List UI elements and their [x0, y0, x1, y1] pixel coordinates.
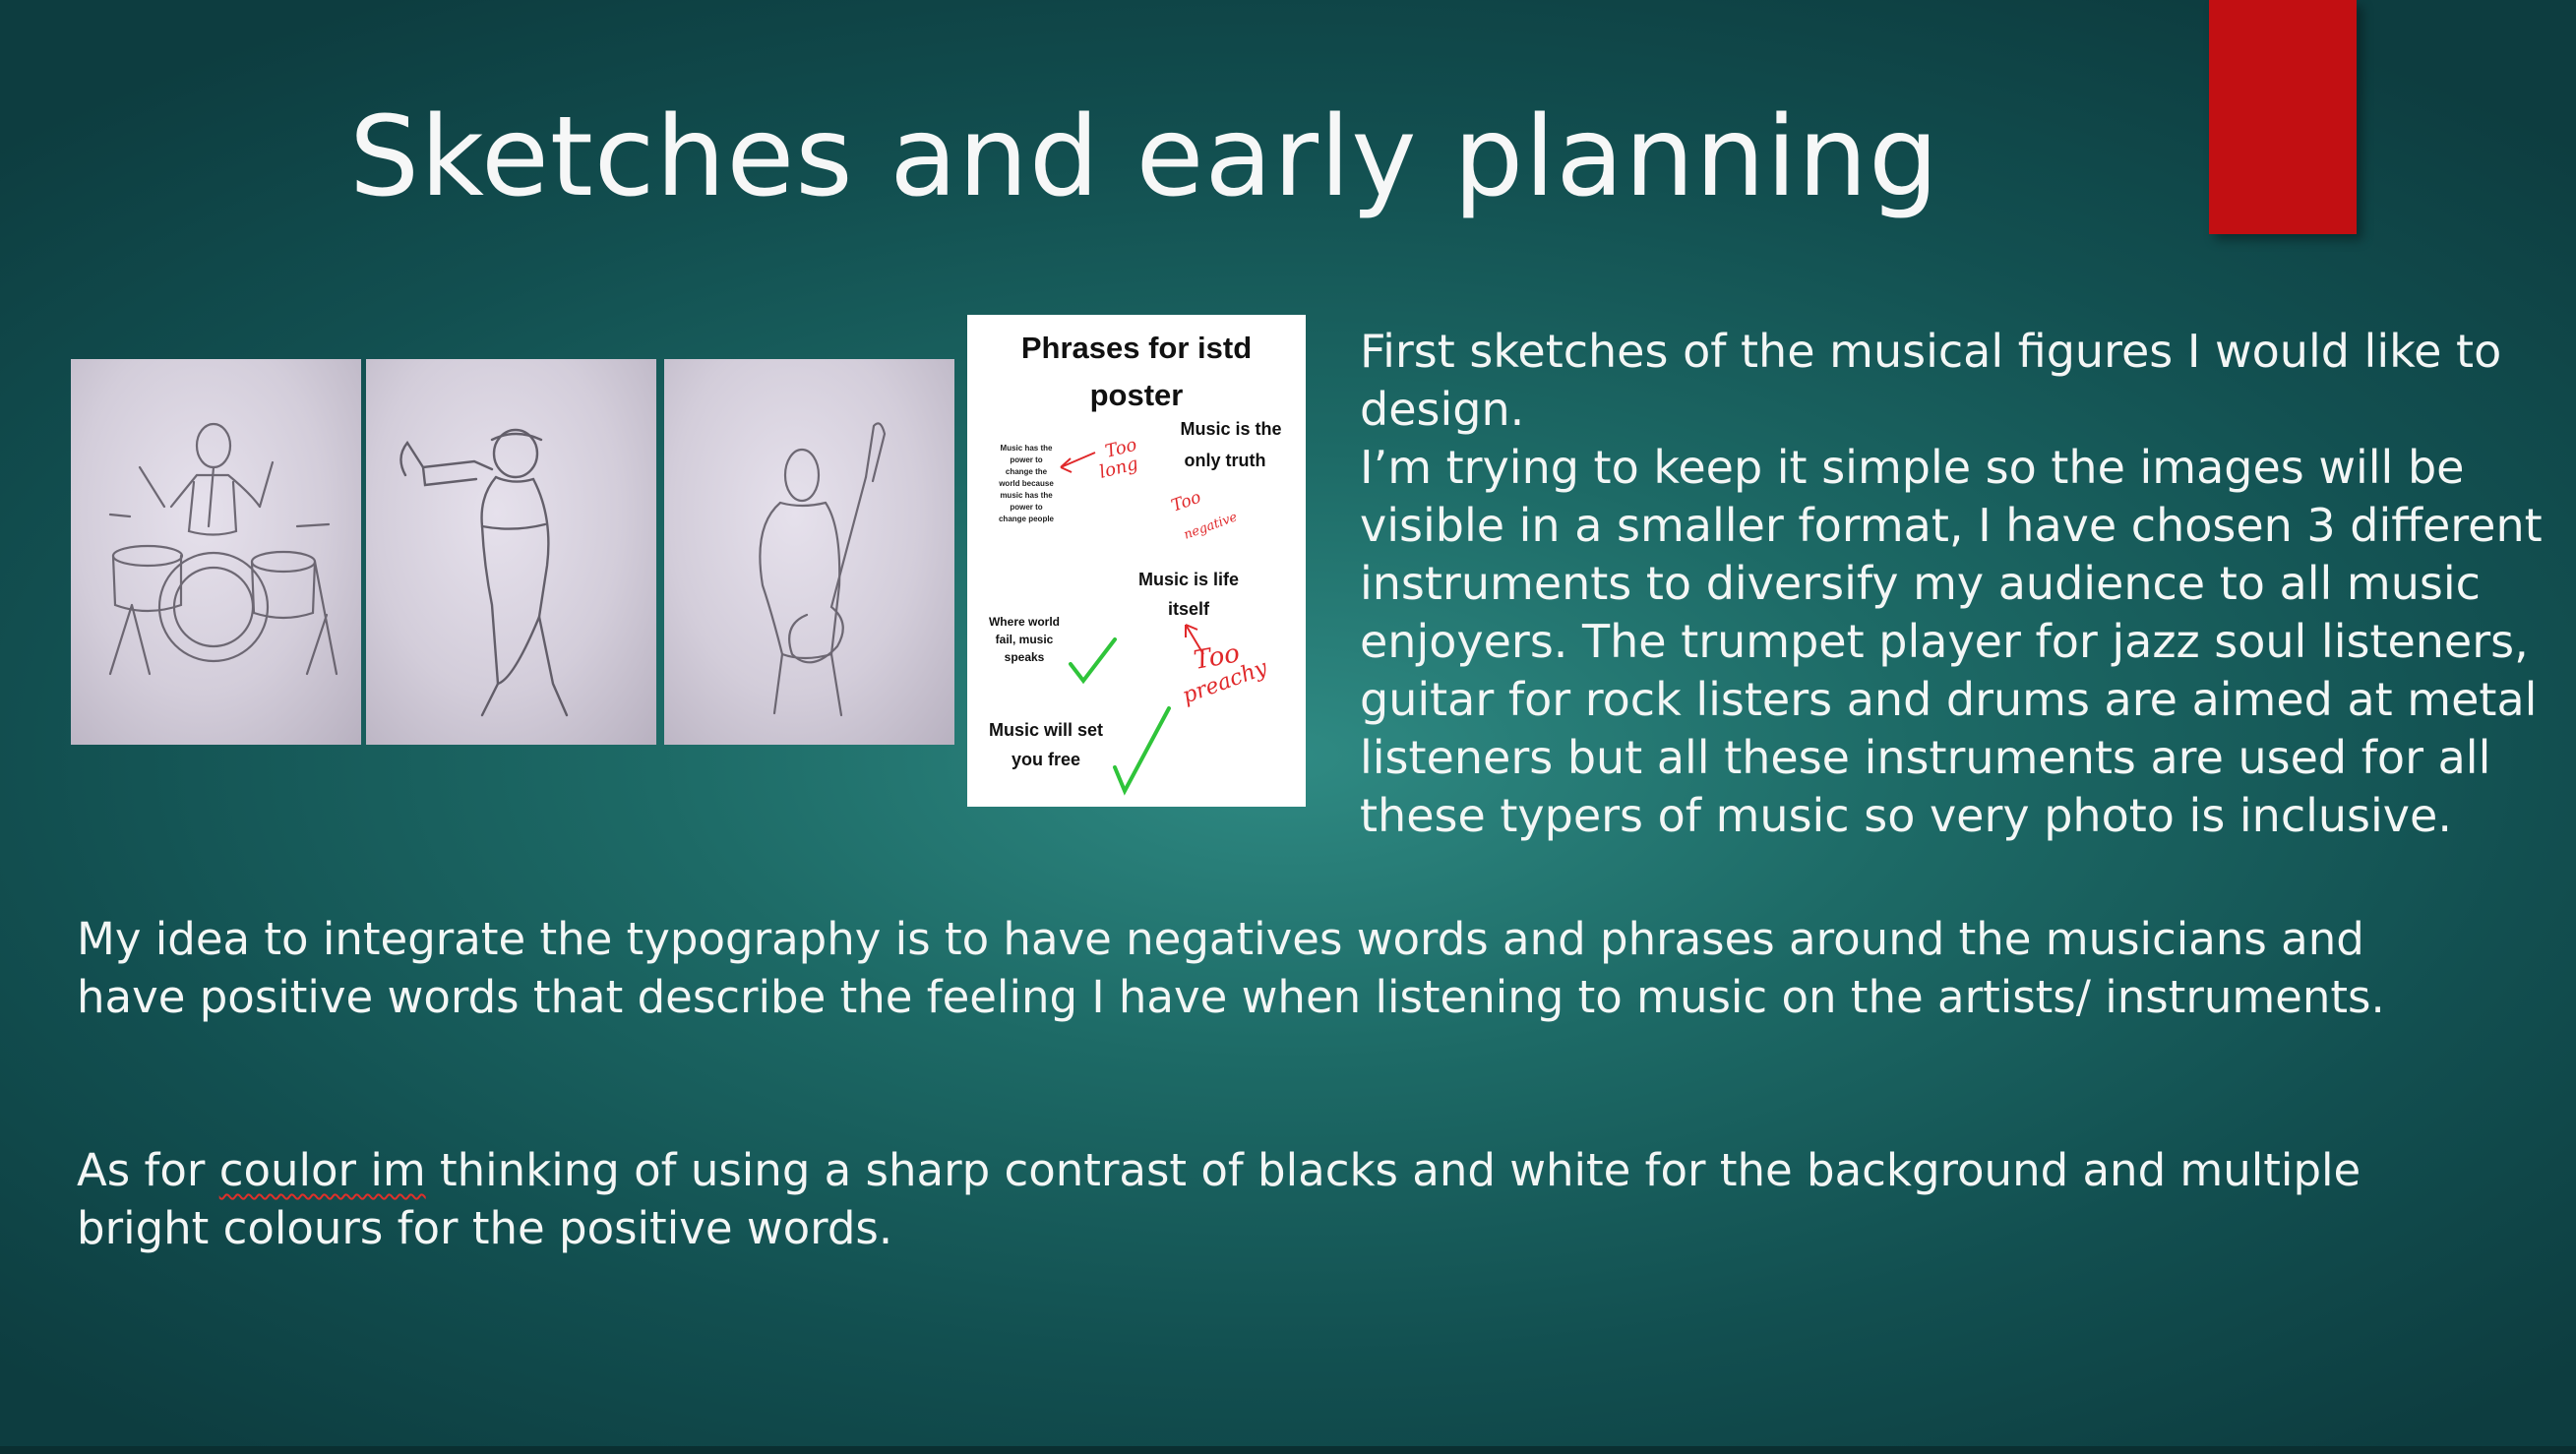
svg-text:change the: change the: [1006, 467, 1048, 476]
phrases-note-card: Phrases for istd poster Music has the po…: [967, 315, 1306, 807]
red-accent-block: [2209, 0, 2357, 234]
check-icon: [1069, 637, 1171, 796]
slide-title: Sketches and early planning: [349, 93, 1940, 221]
annotation-too-long-2: long: [1097, 454, 1140, 483]
note-heading-line1: Phrases for istd: [1021, 331, 1252, 365]
typography-paragraph: My idea to integrate the typography is t…: [77, 913, 2385, 1023]
sketch-drummer: [71, 359, 361, 745]
phrase-fail-line2: fail, music: [996, 633, 1054, 646]
svg-text:music has the: music has the: [1000, 491, 1053, 500]
svg-text:world because: world because: [998, 479, 1054, 488]
svg-text:Music has the: Music has the: [1001, 444, 1053, 453]
colour-paragraph-start: As for: [77, 1144, 219, 1196]
note-heading-line2: poster: [1090, 378, 1184, 412]
phrases-note-drawing: Phrases for istd poster Music has the po…: [989, 331, 1282, 796]
annotation-too-negative-1: Too: [1169, 487, 1204, 515]
phrase-free-line2: you free: [1012, 750, 1080, 769]
sketch-description: First sketches of the musical figures I …: [1360, 323, 2560, 845]
sketch-guitarist: [664, 359, 954, 745]
sketch-trumpet-player: [366, 359, 656, 745]
phrase-fail-line3: speaks: [1005, 650, 1045, 664]
svg-text:power to: power to: [1010, 503, 1042, 512]
svg-text:power to: power to: [1010, 455, 1042, 464]
annotation-too-negative-2: negative: [1182, 510, 1240, 543]
phrase-life-line2: itself: [1168, 599, 1210, 619]
colour-paragraph: As for coulor im thinking of using a sha…: [77, 1141, 2478, 1257]
bottom-edge: [0, 1446, 2576, 1454]
phrase-power-to-change: Music has the power to change the world …: [998, 444, 1054, 523]
phrase-life-line1: Music is life: [1138, 570, 1239, 589]
colour-paragraph-end: thinking of using a sharp contrast of bl…: [77, 1144, 2361, 1254]
description-line2: I’m trying to keep it simple so the imag…: [1360, 441, 2543, 842]
drummer-sketch-drawing: [108, 422, 338, 676]
description-line1: First sketches of the musical figures I …: [1360, 325, 2502, 436]
phrase-truth-line2: only truth: [1185, 451, 1266, 470]
spellcheck-underlined-text: coulor im: [218, 1144, 426, 1196]
phrase-free-line1: Music will set: [989, 720, 1103, 740]
guitar-sketch-drawing: [759, 422, 887, 717]
phrase-truth-line1: Music is the: [1180, 419, 1281, 439]
phrase-fail-line1: Where world: [989, 615, 1060, 629]
svg-text:change people: change people: [999, 515, 1055, 523]
trumpet-sketch-drawing: [399, 428, 569, 717]
annotation-arrows: [1060, 452, 1204, 655]
